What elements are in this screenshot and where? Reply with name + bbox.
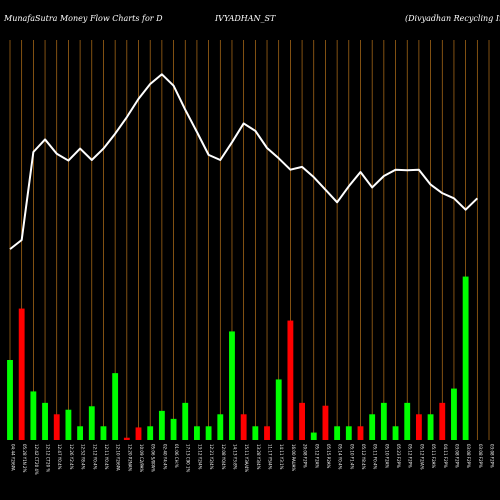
bar [112,373,119,440]
bar [345,426,352,440]
x-tick-label: 05:14 Y0:4% [338,444,343,470]
bar [392,426,399,440]
bar [427,414,434,440]
bar [369,414,376,440]
bar [194,426,200,440]
x-tick-label: 05:23 F2P% [396,444,401,468]
x-tick-label: 13:28 Y3/4% [256,444,261,470]
x-tick-label: 12:26 Y2:4% [69,444,74,470]
bar [240,414,247,440]
x-tick-label: 12:12 CT20 % [46,444,51,472]
bar [170,418,177,440]
x-tick-label: 05:28 Y1N 2% [22,444,27,473]
x-tick-label: 02:40 Y4:4% [162,444,167,470]
x-tick-label: 05:11 F2A% [431,444,436,468]
bar [380,402,387,440]
bar [252,426,259,440]
x-tick-label: 12:21 Y2/4% [209,444,214,470]
grid-lines [9,40,490,440]
x-tick-label: 04:11 F2P% [443,444,448,468]
bar [217,414,224,440]
bar [88,406,95,440]
title-part-2: IVYADHAN_ST [214,14,276,23]
x-tick-label: 05:12 F2A% [314,444,319,468]
x-tick-label: 05:10 F2A% [384,444,389,468]
bar [451,388,457,440]
x-tick-label: 17:13 C90 1% [186,444,191,472]
price-line [9,73,479,250]
bar [182,402,189,440]
bar [18,308,25,440]
x-tick-label: 05:06 S/0PA% [151,444,156,472]
x-tick-label: 05:12 Y8:4% [361,444,366,470]
bar [462,276,469,440]
bar [205,426,212,440]
bar [264,426,270,440]
bar [147,426,154,440]
bar [439,402,446,440]
x-tick-label: 05:12 F2P% [408,444,413,468]
price-line-layer [9,73,479,250]
bar [100,426,107,440]
bar [135,427,142,440]
x-tick-label: 05:11 F0:4% [373,444,378,470]
x-tick-label: 12:11 Y0:4% [104,444,109,470]
bar [357,426,364,440]
x-tick-label: 04:44 Y2/6PA [11,444,16,471]
x-tick-label: 12:42 CT20 4% [34,444,39,475]
bar [275,379,282,440]
x-tick-label: 15:11 Y3A/4% [244,444,249,472]
bar [65,409,72,440]
bar [42,402,48,440]
bar [77,426,84,440]
x-tick-label: 12:47 Y0:4% [57,444,62,470]
x-tick-label: 13:12 Y2/4% [197,444,202,470]
x-tick-label: 05:12 F2/A% [419,444,424,470]
x-tick-label: 12:08 Y0/4% [221,444,226,470]
bar [123,437,130,440]
title-part-1: MunafaSutra Money Flow Charts for D [3,14,163,23]
x-tick-label: 03:08 F2P% [454,444,459,468]
bar [334,426,341,440]
bar [299,402,305,440]
bar [404,402,411,440]
x-tick-label: 11:17 Y5/4% [268,444,273,470]
bar [322,405,329,440]
bar [7,360,13,440]
bar [415,414,422,440]
x-tick-label: 05:15 P2A% [326,444,331,468]
x-tick-label: 03:08 F2P% [490,444,495,468]
bar [30,391,37,440]
x-tick-label: 01:06 CH:% [174,444,179,468]
x-tick-label: 03:08 F2P% [478,444,483,468]
x-tick-label: 12:12 Y0:4% [92,444,97,470]
x-tick-label: 12:20 P2NA% [127,444,132,471]
bar [287,320,294,440]
x-tick-label: 14:11 Y3:1% [279,444,284,470]
x-tick-label: 12:52 Y8:4% [81,444,86,470]
bar [158,410,165,440]
x-tick-labels: 04:44 Y2/6PA 05:28 Y1N 2% 12:42 CT20 4% 12:… [11,444,495,475]
x-tick-label: 12:10 Y2/6PA [116,444,121,471]
volume-bars [7,276,469,440]
title-part-3: (Divyadhan Recycling Ind [405,14,500,23]
chart-title: MunafaSutra Money Flow Charts for D IVYA… [3,14,500,23]
bar [53,414,60,440]
x-tick-label: 05:10 F1:4% [349,444,354,470]
bar [310,432,317,440]
x-tick-label: 03:08 F2P% [466,444,471,468]
x-tick-label: 10:09 C2/PA% [139,444,144,472]
bar [229,331,235,440]
x-tick-label: 16:00 PAUA% [291,444,296,471]
x-tick-label: 20:08 F2P% [303,444,308,468]
x-tick-label: 14:13 Y3:8% [232,444,237,470]
